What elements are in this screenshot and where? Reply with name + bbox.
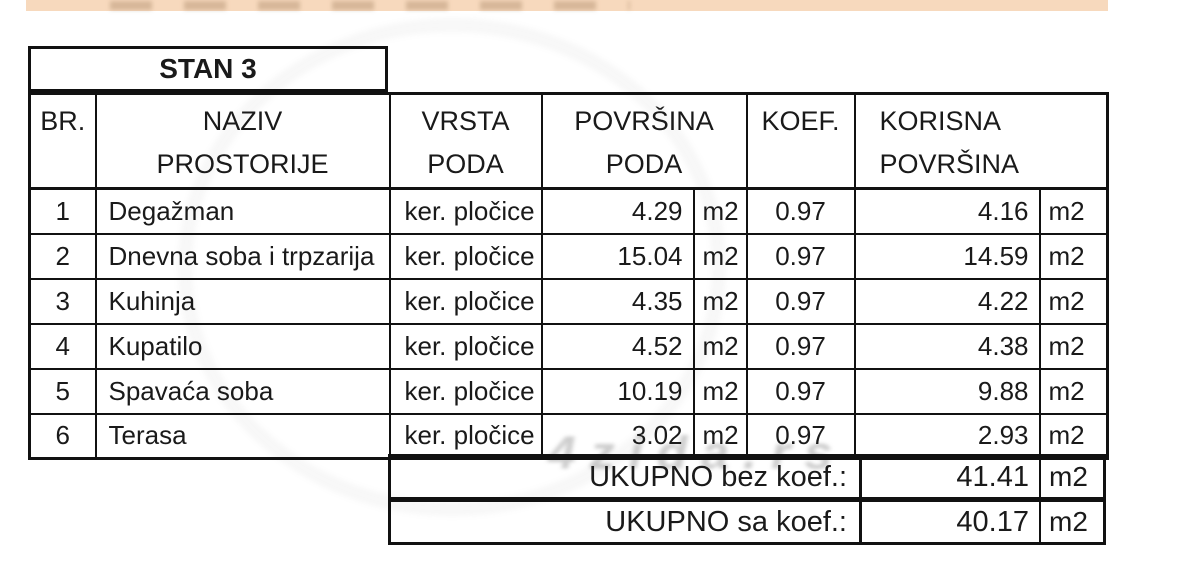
header-naziv-line2: PROSTORIJE xyxy=(156,149,329,179)
cell-koef: 0.97 xyxy=(745,232,856,280)
cell-br: 1 xyxy=(28,187,97,235)
cell-korisna: 4.22 xyxy=(853,277,1041,325)
cell-br: 6 xyxy=(28,412,97,460)
cell-unit: m2 xyxy=(1038,232,1109,280)
total-unit: m2 xyxy=(1039,502,1103,542)
apartment-title: STAN 3 xyxy=(159,53,257,84)
total-value: 41.41 xyxy=(859,457,1039,497)
header-povrsina-poda: POVRŠINA PODA xyxy=(540,92,748,190)
cell-unit: m2 xyxy=(692,322,748,370)
cell-naziv: Spavaća soba xyxy=(94,367,391,415)
cell-unit: m2 xyxy=(1038,322,1109,370)
cell-naziv: Terasa xyxy=(94,412,391,460)
header-korisna-povrsina: KORISNA POVRŠINA xyxy=(853,92,1109,190)
cell-unit: m2 xyxy=(1038,412,1109,460)
header-vrsta-line2: PODA xyxy=(427,149,504,179)
cell-vrsta: ker. pločice xyxy=(388,322,543,370)
cell-korisna: 2.93 xyxy=(853,412,1041,460)
total-label: UKUPNO sa koef.: xyxy=(605,505,847,538)
header-vrsta-poda: VRSTA PODA xyxy=(388,92,543,190)
table-row: 3 Kuhinja ker. pločice 4.35 m2 0.97 4.22… xyxy=(28,277,1109,325)
header-korisna-line2: POVRŠINA xyxy=(879,149,1020,179)
total-unit: m2 xyxy=(1039,457,1103,497)
table-row: 5 Spavaća soba ker. pločice 10.19 m2 0.9… xyxy=(28,367,1109,415)
total-row-sa-koef: UKUPNO sa koef.: 40.17 m2 xyxy=(388,499,1106,545)
cell-unit: m2 xyxy=(692,232,748,280)
cell-povrsina: 3.02 xyxy=(540,412,695,460)
cell-povrsina: 4.29 xyxy=(540,187,695,235)
cell-unit: m2 xyxy=(692,367,748,415)
cell-naziv: Kupatilo xyxy=(94,322,391,370)
cell-br: 3 xyxy=(28,277,97,325)
cell-korisna: 14.59 xyxy=(853,232,1041,280)
total-label: UKUPNO bez koef.: xyxy=(589,460,847,493)
cell-korisna: 9.88 xyxy=(853,367,1041,415)
cell-unit: m2 xyxy=(1038,277,1109,325)
cell-vrsta: ker. pločice xyxy=(388,232,543,280)
cell-koef: 0.97 xyxy=(745,277,856,325)
total-row-bez-koef: UKUPNO bez koef.: 41.41 m2 xyxy=(388,454,1106,500)
cell-vrsta: ker. pločice xyxy=(388,277,543,325)
cell-povrsina: 4.35 xyxy=(540,277,695,325)
cell-br: 2 xyxy=(28,232,97,280)
cell-unit: m2 xyxy=(1038,367,1109,415)
header-vrsta-line1: VRSTA xyxy=(421,106,510,136)
area-table: BR. NAZIV PROSTORIJE VRSTA PODA POVRŠINA… xyxy=(28,92,1109,460)
header-br: BR. xyxy=(28,92,97,190)
top-banner-cutoff-text xyxy=(110,1,630,10)
header-naziv-prostorije: NAZIV PROSTORIJE xyxy=(94,92,391,190)
apartment-title-box: STAN 3 xyxy=(28,46,388,92)
cell-vrsta: ker. pločice xyxy=(388,367,543,415)
header-koef: KOEF. xyxy=(745,92,856,190)
cell-unit: m2 xyxy=(692,187,748,235)
cell-povrsina: 4.52 xyxy=(540,322,695,370)
cell-povrsina: 15.04 xyxy=(540,232,695,280)
cell-korisna: 4.38 xyxy=(853,322,1041,370)
cell-unit: m2 xyxy=(692,277,748,325)
header-naziv-line1: NAZIV xyxy=(202,106,283,136)
header-korisna-line1: KORISNA xyxy=(879,106,1002,136)
cell-br: 4 xyxy=(28,322,97,370)
cell-koef: 0.97 xyxy=(745,367,856,415)
table-row: 4 Kupatilo ker. pločice 4.52 m2 0.97 4.3… xyxy=(28,322,1109,370)
cell-unit: m2 xyxy=(1038,187,1109,235)
cell-koef: 0.97 xyxy=(745,322,856,370)
cell-vrsta: ker. pločice xyxy=(388,187,543,235)
cell-vrsta: ker. pločice xyxy=(388,412,543,460)
header-povrsina-line2: PODA xyxy=(605,149,683,179)
cell-koef: 0.97 xyxy=(745,187,856,235)
table-row: 1 Degažman ker. pločice 4.29 m2 0.97 4.1… xyxy=(28,187,1109,235)
cell-povrsina: 10.19 xyxy=(540,367,695,415)
table-row: 2 Dnevna soba i trpzarija ker. pločice 1… xyxy=(28,232,1109,280)
cell-koef: 0.97 xyxy=(745,412,856,460)
header-povrsina-line1: POVRŠINA xyxy=(574,106,714,136)
total-value: 40.17 xyxy=(859,502,1039,542)
table-header-row: BR. NAZIV PROSTORIJE VRSTA PODA POVRŠINA… xyxy=(28,92,1109,190)
cell-naziv: Dnevna soba i trpzarija xyxy=(94,232,391,280)
top-banner-strip xyxy=(26,0,1108,11)
cell-unit: m2 xyxy=(692,412,748,460)
cell-naziv: Degažman xyxy=(94,187,391,235)
cell-br: 5 xyxy=(28,367,97,415)
cell-korisna: 4.16 xyxy=(853,187,1041,235)
cell-naziv: Kuhinja xyxy=(94,277,391,325)
table-row: 6 Terasa ker. pločice 3.02 m2 0.97 2.93 … xyxy=(28,412,1109,460)
